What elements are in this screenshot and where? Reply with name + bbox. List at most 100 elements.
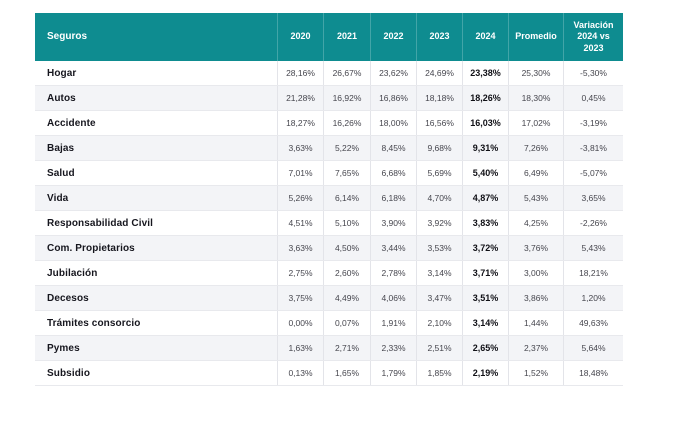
value-cell-2023: 1,85% bbox=[416, 361, 462, 385]
value-cell-promedio: 18,30% bbox=[508, 86, 563, 110]
row-label: Trámites consorcio bbox=[47, 317, 141, 329]
value-cell-promedio: 3,76% bbox=[508, 236, 563, 260]
value-cell-variacion: -3,81% bbox=[563, 136, 623, 160]
row-label: Salud bbox=[47, 167, 75, 179]
value-cell-promedio: 1,52% bbox=[508, 361, 563, 385]
value-cell-2023: 9,68% bbox=[416, 136, 462, 160]
value-cell-2022: 6,68% bbox=[370, 161, 416, 185]
value-cell-variacion: -3,19% bbox=[563, 111, 623, 135]
value-cell-2020: 3,63% bbox=[277, 236, 323, 260]
value-cell-variacion: -5,07% bbox=[563, 161, 623, 185]
row-label: Pymes bbox=[47, 342, 80, 354]
value-cell-2021: 4,50% bbox=[323, 236, 370, 260]
value-cell-2022: 1,79% bbox=[370, 361, 416, 385]
value-cell-2022: 8,45% bbox=[370, 136, 416, 160]
value-cell-promedio: 3,00% bbox=[508, 261, 563, 285]
value-cell-promedio: 17,02% bbox=[508, 111, 563, 135]
value-cell-2024: 2,65% bbox=[462, 336, 508, 360]
table-row: Jubilación 2,75% 2,60% 2,78% 3,14% 3,71% 3,00%… bbox=[35, 261, 623, 286]
header-2024: 2024 bbox=[462, 13, 508, 61]
header-2023: 2023 bbox=[416, 13, 462, 61]
value-cell-variacion: 18,48% bbox=[563, 361, 623, 385]
value-cell-2021: 4,49% bbox=[323, 286, 370, 310]
value-cell-2024: 3,14% bbox=[462, 311, 508, 335]
header-variacion: Variación 2024 vs 2023 bbox=[563, 13, 623, 61]
value-cell-2021: 2,60% bbox=[323, 261, 370, 285]
value-cell-promedio: 6,49% bbox=[508, 161, 563, 185]
value-cell-variacion: 18,21% bbox=[563, 261, 623, 285]
row-label: Responsabilidad Civil bbox=[47, 217, 154, 229]
value-cell-2021: 0,07% bbox=[323, 311, 370, 335]
value-cell-2021: 5,22% bbox=[323, 136, 370, 160]
value-cell-2023: 3,92% bbox=[416, 211, 462, 235]
value-cell-2022: 3,44% bbox=[370, 236, 416, 260]
value-cell-2020: 4,51% bbox=[277, 211, 323, 235]
value-cell-2022: 2,78% bbox=[370, 261, 416, 285]
value-cell-2020: 2,75% bbox=[277, 261, 323, 285]
value-cell-2020: 7,01% bbox=[277, 161, 323, 185]
value-cell-2020: 18,27% bbox=[277, 111, 323, 135]
table-row: Salud 7,01% 7,65% 6,68% 5,69% 5,40% 6,49% -5,07… bbox=[35, 161, 623, 186]
value-cell-2021: 16,92% bbox=[323, 86, 370, 110]
value-cell-2023: 5,69% bbox=[416, 161, 462, 185]
value-cell-2020: 0,13% bbox=[277, 361, 323, 385]
table-row: Vida 5,26% 6,14% 6,18% 4,70% 4,87% 5,43% 3,65% bbox=[35, 186, 623, 211]
value-cell-2023: 24,69% bbox=[416, 61, 462, 85]
value-cell-2024: 3,83% bbox=[462, 211, 508, 235]
value-cell-2020: 0,00% bbox=[277, 311, 323, 335]
value-cell-2021: 6,14% bbox=[323, 186, 370, 210]
header-seguros: Seguros bbox=[47, 30, 88, 42]
table-row: Trámites consorcio 0,00% 0,07% 1,91% 2,10% 3,… bbox=[35, 311, 623, 336]
value-cell-2022: 3,90% bbox=[370, 211, 416, 235]
value-cell-variacion: 5,43% bbox=[563, 236, 623, 260]
value-cell-2023: 2,10% bbox=[416, 311, 462, 335]
value-cell-variacion: 5,64% bbox=[563, 336, 623, 360]
value-cell-2020: 21,28% bbox=[277, 86, 323, 110]
row-label: Bajas bbox=[47, 142, 75, 154]
table-row: Subsidio 0,13% 1,65% 1,79% 1,85% 2,19% 1,52% 18… bbox=[35, 361, 623, 386]
value-cell-2023: 3,47% bbox=[416, 286, 462, 310]
row-label: Vida bbox=[47, 192, 69, 204]
header-promedio: Promedio bbox=[508, 13, 563, 61]
row-label: Com. Propietarios bbox=[47, 242, 135, 254]
value-cell-promedio: 1,44% bbox=[508, 311, 563, 335]
value-cell-2022: 4,06% bbox=[370, 286, 416, 310]
header-2022: 2022 bbox=[370, 13, 416, 61]
value-cell-2024: 3,71% bbox=[462, 261, 508, 285]
value-cell-promedio: 25,30% bbox=[508, 61, 563, 85]
value-cell-variacion: 3,65% bbox=[563, 186, 623, 210]
value-cell-2024: 4,87% bbox=[462, 186, 508, 210]
row-label: Accidente bbox=[47, 117, 96, 129]
value-cell-2023: 4,70% bbox=[416, 186, 462, 210]
value-cell-2022: 18,00% bbox=[370, 111, 416, 135]
value-cell-2021: 26,67% bbox=[323, 61, 370, 85]
table-row: Com. Propietarios 3,63% 4,50% 3,44% 3,53% 3,7… bbox=[35, 236, 623, 261]
value-cell-variacion: 0,45% bbox=[563, 86, 623, 110]
value-cell-2023: 16,56% bbox=[416, 111, 462, 135]
value-cell-promedio: 2,37% bbox=[508, 336, 563, 360]
value-cell-2024: 23,38% bbox=[462, 61, 508, 85]
value-cell-2020: 1,63% bbox=[277, 336, 323, 360]
value-cell-2020: 3,75% bbox=[277, 286, 323, 310]
value-cell-2024: 18,26% bbox=[462, 86, 508, 110]
value-cell-variacion: -5,30% bbox=[563, 61, 623, 85]
value-cell-2021: 5,10% bbox=[323, 211, 370, 235]
row-label: Decesos bbox=[47, 292, 89, 304]
value-cell-2020: 28,16% bbox=[277, 61, 323, 85]
value-cell-2024: 5,40% bbox=[462, 161, 508, 185]
value-cell-2022: 2,33% bbox=[370, 336, 416, 360]
value-cell-2022: 1,91% bbox=[370, 311, 416, 335]
value-cell-2021: 1,65% bbox=[323, 361, 370, 385]
table-row: Decesos 3,75% 4,49% 4,06% 3,47% 3,51% 3,86% 1,2… bbox=[35, 286, 623, 311]
row-label: Subsidio bbox=[47, 367, 91, 379]
value-cell-variacion: 1,20% bbox=[563, 286, 623, 310]
value-cell-2022: 6,18% bbox=[370, 186, 416, 210]
header-2021: 2021 bbox=[323, 13, 370, 61]
value-cell-2024: 3,51% bbox=[462, 286, 508, 310]
table-row: Hogar 28,16% 26,67% 23,62% 24,69% 23,38% 25,30… bbox=[35, 61, 623, 86]
table-row: Responsabilidad Civil 4,51% 5,10% 3,90% 3,92… bbox=[35, 211, 623, 236]
table-row: Pymes 1,63% 2,71% 2,33% 2,51% 2,65% 2,37% 5,64% bbox=[35, 336, 623, 361]
value-cell-2022: 16,86% bbox=[370, 86, 416, 110]
value-cell-2023: 3,53% bbox=[416, 236, 462, 260]
